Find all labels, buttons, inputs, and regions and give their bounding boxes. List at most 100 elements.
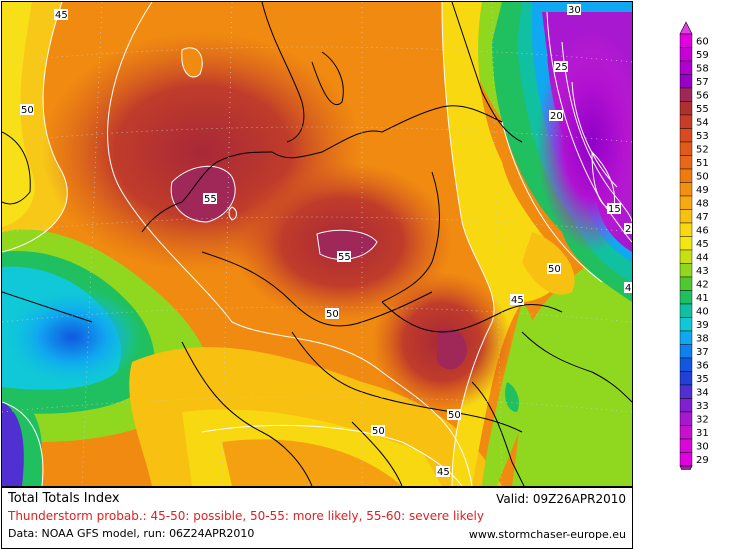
legend-swatch <box>679 398 693 413</box>
legend-bottom-arrow <box>679 465 693 479</box>
legend-label: 35 <box>696 374 709 385</box>
grid-lon-4 <box>491 2 503 486</box>
legend-swatch <box>679 371 693 386</box>
legend-swatch <box>679 317 693 332</box>
legend-swatch <box>679 249 693 264</box>
legend-swatch <box>679 290 693 305</box>
contour-55-central <box>316 229 378 260</box>
contour-label: 50 <box>447 409 461 421</box>
coast-baltic <box>271 105 503 159</box>
legend-label: 59 <box>696 50 709 61</box>
border-germany-poland <box>381 171 440 303</box>
contour-small <box>228 206 237 221</box>
contour-value-labels: 45 50 55 55 50 50 45 50 50 50 45 30 25 2… <box>20 4 632 478</box>
zone-max-east <box>437 328 467 370</box>
website-credit: www.stormchaser-europe.eu <box>468 528 626 541</box>
contour-label: 55 <box>203 193 217 205</box>
coast-jutland <box>261 2 305 143</box>
legend-label: 51 <box>696 158 709 169</box>
legend-swatch <box>679 168 693 183</box>
info-footer: Total Totals Index Valid: 09Z26APR2010 T… <box>1 487 633 549</box>
legend-swatch <box>679 384 693 399</box>
contour-label: 45 <box>436 466 450 478</box>
legend-swatch <box>679 128 693 143</box>
svg-text:4: 4 <box>625 283 631 294</box>
legend-label: 60 <box>696 36 709 47</box>
coast-sweden-south <box>311 51 344 105</box>
legend-label: 29 <box>696 455 709 466</box>
svg-text:2: 2 <box>625 224 631 235</box>
legend-swatch <box>679 263 693 278</box>
legend-swatch <box>679 33 693 48</box>
contour-label: 20 <box>549 110 563 122</box>
legend-swatch <box>679 141 693 156</box>
border-czech <box>381 301 563 333</box>
contour-label: 50 <box>20 104 34 116</box>
contour-label: 50 <box>547 263 561 275</box>
legend-label: 45 <box>696 239 709 250</box>
svg-text:25: 25 <box>555 62 568 73</box>
svg-text:55: 55 <box>338 252 351 263</box>
legend-swatch <box>679 438 693 453</box>
legend-label: 57 <box>696 77 709 88</box>
contour-label: 4 <box>624 282 632 294</box>
legend-label: 55 <box>696 104 709 115</box>
legend-swatch <box>679 303 693 318</box>
lat-lon-grid <box>2 2 632 486</box>
grid-lon-1 <box>81 2 103 486</box>
grid-lon-2 <box>221 2 233 486</box>
svg-text:50: 50 <box>21 105 34 116</box>
contour-45-west <box>2 2 68 253</box>
coast-netherlands <box>141 151 273 233</box>
coast-france-north <box>2 291 93 323</box>
border-italy <box>351 421 403 486</box>
thunderstorm-probability-note: Thunderstorm probab.: 45-50: possible, 5… <box>8 509 484 523</box>
svg-text:50: 50 <box>548 264 561 275</box>
legend-label: 34 <box>696 387 709 398</box>
contour-label: 25 <box>554 61 568 73</box>
legend-swatch <box>679 155 693 170</box>
legend-swatch <box>679 47 693 62</box>
border-alps <box>291 331 523 433</box>
border-germany-south <box>201 251 433 327</box>
legend-swatch <box>679 114 693 129</box>
svg-text:45: 45 <box>437 467 450 478</box>
svg-text:15: 15 <box>608 204 621 215</box>
legend-swatch <box>679 222 693 237</box>
country-borders <box>2 2 632 486</box>
border-france-east <box>181 341 313 486</box>
legend-swatch <box>679 452 693 467</box>
map-title: Total Totals Index <box>8 491 120 506</box>
legend-swatch <box>679 425 693 440</box>
legend-label: 31 <box>696 428 709 439</box>
legend-swatch <box>679 276 693 291</box>
legend-label: 37 <box>696 347 709 358</box>
legend-label: 38 <box>696 333 709 344</box>
legend-swatch <box>679 411 693 426</box>
contour-label: 30 <box>567 4 581 16</box>
svg-text:30: 30 <box>568 5 581 16</box>
legend-swatch <box>679 87 693 102</box>
contour-25-east <box>561 41 632 223</box>
legend-label: 41 <box>696 293 709 304</box>
valid-time: Valid: 09Z26APR2010 <box>496 492 626 506</box>
legend-label: 50 <box>696 171 709 182</box>
zone-yellow-west-inner <box>2 2 35 227</box>
svg-text:55: 55 <box>204 194 217 205</box>
legend-colorbar: 60 59 58 57 56 55 54 53 52 51 50 49 48 47 46 45 44 43 42 41… <box>679 21 709 479</box>
svg-text:50: 50 <box>326 309 339 320</box>
map-canvas: 45 50 55 55 50 50 45 50 50 50 45 30 25 2… <box>2 2 632 486</box>
zone-purple-sw <box>2 402 24 486</box>
zone-orange-south <box>222 439 402 486</box>
legend-label: 54 <box>696 117 709 128</box>
legend-swatch <box>679 101 693 116</box>
legend-label: 39 <box>696 320 709 331</box>
legend-label: 47 <box>696 212 709 223</box>
border-slovakia <box>521 331 632 403</box>
contour-label: 2 <box>624 223 632 235</box>
border-hungary <box>471 381 525 486</box>
contour-30-east <box>546 11 632 243</box>
contour-label: 50 <box>371 425 385 437</box>
legend-label: 56 <box>696 90 709 101</box>
